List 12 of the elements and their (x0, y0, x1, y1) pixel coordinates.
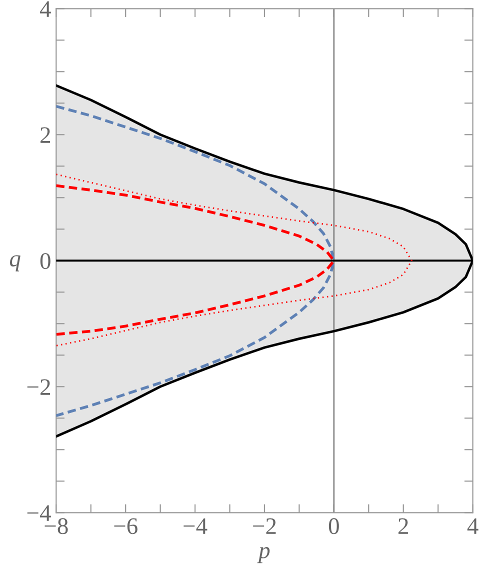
x-tick-label: 2 (398, 518, 408, 534)
x-axis-title: p (257, 546, 270, 564)
y-tick-label: −2 (27, 379, 50, 395)
x-tick-label: −4 (184, 518, 208, 534)
x-tick-label: 0 (328, 518, 339, 534)
x-tick-label: −6 (114, 518, 138, 534)
x-tick-label: 4 (467, 518, 478, 534)
y-tick-label: 0 (40, 253, 50, 270)
y-tick-label: 4 (40, 1, 51, 17)
y-axis-title: q (10, 255, 20, 272)
y-tick-label: 2 (40, 127, 50, 143)
x-tick-label: −2 (253, 518, 276, 534)
